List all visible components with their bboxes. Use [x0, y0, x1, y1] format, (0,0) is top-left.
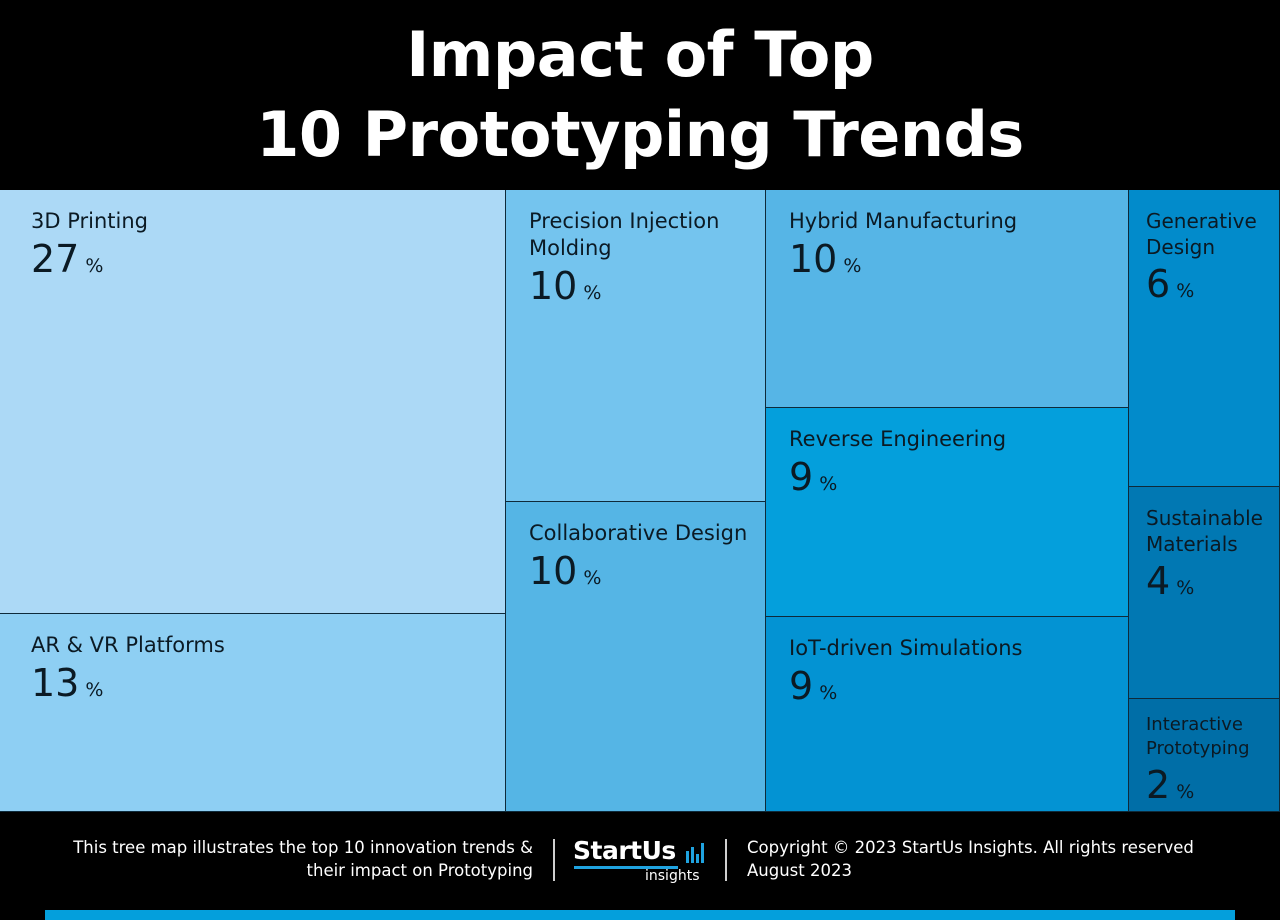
treemap-cell-sustainable-materials: Sustainable Materials 4% — [1129, 487, 1280, 699]
value-unit: % — [819, 473, 838, 495]
value-unit: % — [583, 282, 602, 304]
treemap-value: 10% — [789, 237, 861, 281]
treemap-label: Precision Injection Molding — [529, 209, 720, 260]
logo-underline — [574, 866, 678, 869]
footer-divider-left — [553, 839, 555, 881]
value-number: 2 — [1146, 763, 1171, 807]
footer-description: This tree map illustrates the top 10 inn… — [13, 836, 533, 882]
treemap-label: Hybrid Manufacturing — [789, 209, 1018, 233]
value-number: 9 — [789, 664, 814, 708]
treemap-value: 6% — [1146, 262, 1194, 306]
value-number: 10 — [529, 549, 578, 593]
value-unit: % — [85, 255, 104, 277]
publication-date: August 2023 — [747, 861, 852, 880]
value-number: 10 — [529, 264, 578, 308]
footer-copyright-block: Copyright © 2023 StartUs Insights. All r… — [747, 836, 1194, 882]
value-unit: % — [1176, 280, 1195, 302]
treemap-cell-reverse-engineering: Reverse Engineering 9% — [766, 408, 1129, 617]
treemap-value: 13% — [31, 661, 103, 705]
value-number: 27 — [31, 237, 80, 281]
treemap-value: 10% — [529, 264, 601, 308]
value-number: 10 — [789, 237, 838, 281]
treemap-cell-generative-design: Generative Design 6% — [1129, 190, 1280, 487]
value-unit: % — [85, 679, 104, 701]
treemap-label: Reverse Engineering — [789, 427, 1007, 451]
treemap-value: 4% — [1146, 559, 1194, 603]
treemap-label: AR & VR Platforms — [31, 633, 225, 657]
treemap-label: Interactive Prototyping — [1146, 714, 1250, 759]
value-unit: % — [1176, 577, 1195, 599]
treemap-label: IoT-driven Simulations — [789, 636, 1023, 660]
treemap-cell-3d-printing: 3D Printing 27% — [0, 190, 506, 614]
treemap-cell-iot-driven-simulations: IoT-driven Simulations 9% — [766, 617, 1129, 812]
chart-title-line-1: Impact of Top — [406, 18, 874, 91]
footer-divider-right — [725, 839, 727, 881]
value-number: 6 — [1146, 262, 1171, 306]
bottom-accent-bar — [45, 910, 1235, 920]
treemap-value: 9% — [789, 455, 837, 499]
chart-title: Impact of Top 10 Prototyping Trends — [0, 0, 1280, 190]
logo-subtitle: insights — [645, 868, 700, 884]
treemap-label: Collaborative Design — [529, 521, 748, 545]
treemap-cell-precision-injection-molding: Precision Injection Molding 10% — [506, 190, 766, 502]
treemap-cell-interactive-prototyping: Interactive Prototyping 2% — [1129, 699, 1280, 812]
footer: This tree map illustrates the top 10 inn… — [0, 812, 1280, 910]
treemap-label: Sustainable Materials — [1146, 506, 1263, 556]
copyright-text: Copyright © 2023 StartUs Insights. All r… — [747, 838, 1194, 857]
treemap-cell-ar-vr-platforms: AR & VR Platforms 13% — [0, 614, 506, 812]
value-unit: % — [583, 567, 602, 589]
treemap-value: 10% — [529, 549, 601, 593]
chart-title-line-2: 10 Prototyping Trends — [256, 98, 1024, 171]
treemap-cell-hybrid-manufacturing: Hybrid Manufacturing 10% — [766, 190, 1129, 408]
footer-description-line-2: their impact on Prototyping — [306, 861, 533, 880]
value-unit: % — [819, 682, 838, 704]
treemap-cell-collaborative-design: Collaborative Design 10% — [506, 502, 766, 812]
value-number: 4 — [1146, 559, 1171, 603]
bar-chart-icon — [686, 843, 704, 863]
logo-wordmark: StartUs — [573, 836, 676, 865]
value-unit: % — [843, 255, 862, 277]
value-number: 13 — [31, 661, 80, 705]
treemap-label: Generative Design — [1146, 209, 1257, 259]
treemap-label: 3D Printing — [31, 209, 148, 233]
treemap: 3D Printing 27% AR & VR Platforms 13% Precis… — [0, 190, 1280, 812]
startus-insights-logo: StartUs insights — [573, 836, 713, 886]
footer-description-line-1: This tree map illustrates the top 10 inn… — [73, 838, 533, 857]
treemap-value: 27% — [31, 237, 103, 281]
value-number: 9 — [789, 455, 814, 499]
treemap-value: 9% — [789, 664, 837, 708]
value-unit: % — [1176, 781, 1195, 803]
treemap-value: 2% — [1146, 763, 1194, 807]
